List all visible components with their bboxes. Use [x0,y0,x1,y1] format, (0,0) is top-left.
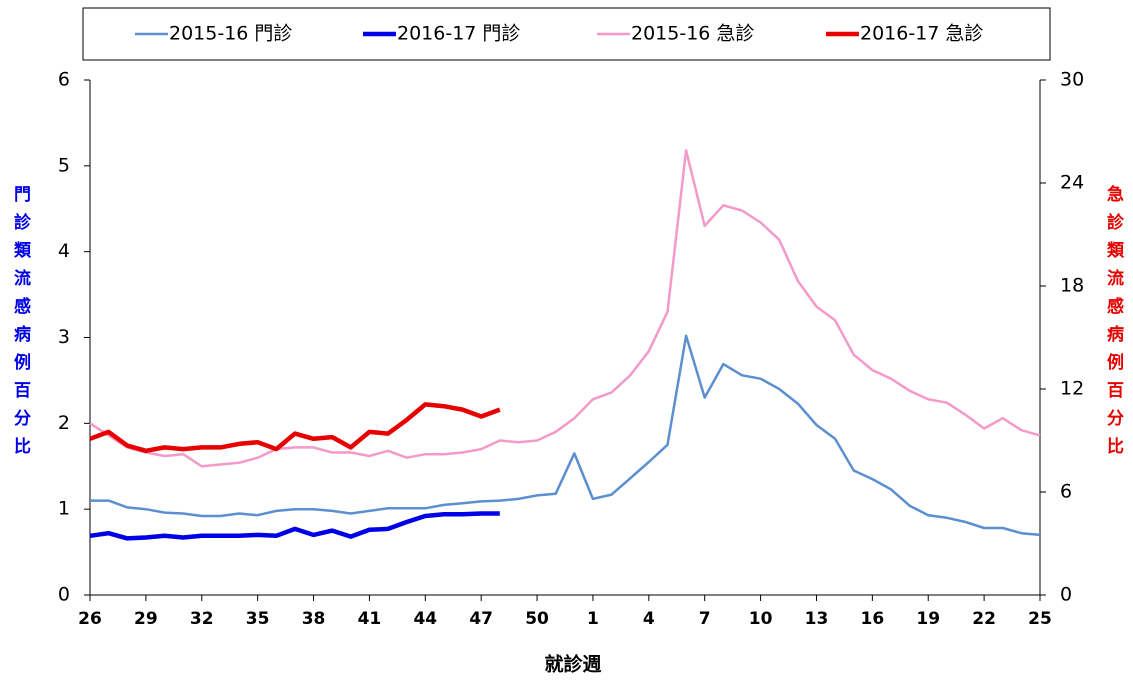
y-axis-title: 門診類流感病例百分比 [10,185,32,465]
x-tick-label: 41 [358,609,382,629]
series-line [90,334,1041,537]
y2-tick-label: 18 [1060,275,1084,297]
x-tick-label: 26 [78,609,102,629]
legend-label: 2016-17 急診 [860,23,983,45]
series-line [89,511,500,541]
x-tick-label: 1 [587,609,599,629]
y2-tick-label: 24 [1060,172,1084,194]
x-tick-label: 4 [643,609,655,629]
legend-label: 2015-16 門診 [169,23,292,45]
x-tick-label: 10 [749,609,773,629]
y-tick-label: 0 [58,584,70,606]
x-tick-label: 7 [699,609,711,629]
x-tick-label: 22 [972,609,996,629]
x-tick-label: 13 [805,609,829,629]
x-tick-label: 25 [1028,609,1052,629]
y2-tick-label: 6 [1060,481,1072,503]
x-axis-title: 就診週 [544,653,601,676]
y-tick-label: 1 [58,498,70,520]
x-tick-label: 38 [302,609,326,629]
series-line [89,149,1041,468]
y-tick-label: 4 [58,240,70,262]
y-tick-label: 3 [58,326,70,348]
y2-axis-title: 急診類流感病例百分比 [1103,184,1125,465]
x-tick-label: 16 [861,609,885,629]
legend-label: 2016-17 門診 [397,23,520,45]
series-line [89,402,501,454]
legend-label: 2015-16 急診 [631,23,754,45]
x-tick-label: 47 [469,609,493,629]
x-tick-label: 29 [134,609,158,629]
y2-tick-label: 0 [1060,584,1072,606]
x-tick-label: 32 [190,609,214,629]
x-tick-label: 35 [246,609,270,629]
y-tick-label: 6 [58,69,70,91]
y-tick-label: 5 [58,154,70,176]
x-tick-label: 44 [413,609,437,629]
x-tick-label: 50 [525,609,549,629]
y-tick-label: 2 [58,412,70,434]
y2-tick-label: 30 [1060,69,1084,91]
legend-box [82,7,1051,61]
y2-tick-label: 12 [1060,378,1084,400]
x-tick-label: 19 [916,609,940,629]
